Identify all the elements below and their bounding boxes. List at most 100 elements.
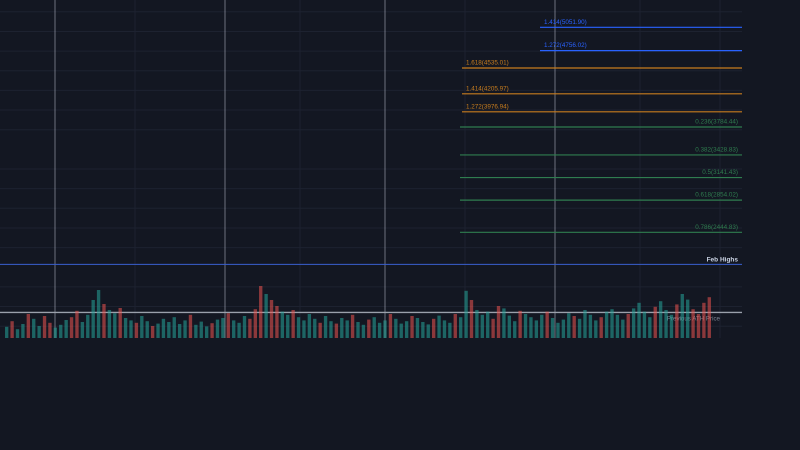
volume-bar — [491, 318, 495, 338]
volume-bar — [253, 309, 257, 338]
volume-bar — [123, 318, 128, 338]
volume-bar — [496, 306, 501, 338]
volume-bar — [550, 318, 555, 338]
volume-bar — [42, 316, 47, 338]
volume-bar — [275, 306, 279, 338]
volume-bar — [631, 308, 636, 338]
volume-bar — [156, 323, 160, 338]
volume-bar — [475, 310, 479, 338]
volume-bar — [594, 320, 598, 338]
volume-bar — [637, 302, 641, 338]
volume-bar — [615, 314, 620, 338]
volume-bar — [669, 314, 674, 338]
volume-bar — [5, 326, 9, 338]
fib-level-label: 1.414(4205.97) — [466, 85, 509, 92]
volume-bar — [86, 314, 90, 338]
volume-bar — [264, 294, 268, 338]
volume-bar — [523, 314, 528, 338]
volume-bar — [604, 311, 609, 338]
volume-bar — [588, 314, 593, 338]
volume-bar — [437, 315, 441, 338]
fib-level-label: 1.414(5051.90) — [544, 19, 587, 26]
volume-bar — [545, 311, 549, 338]
volume-bar — [561, 319, 566, 338]
volume-bar — [567, 313, 571, 338]
volume-bar — [696, 314, 701, 338]
volume-bar — [626, 314, 630, 338]
volume-bar — [680, 294, 684, 338]
volume-bar — [204, 326, 209, 338]
volume-bar — [334, 323, 339, 338]
volume-bar — [242, 316, 247, 338]
volume-bar — [486, 311, 490, 338]
volume-bar — [340, 318, 344, 338]
volume-bar — [707, 297, 711, 338]
volume-bar — [383, 320, 387, 338]
volume-bar — [140, 316, 144, 338]
volume-bar — [91, 300, 95, 338]
volume-bar — [404, 321, 409, 338]
volume-bar — [686, 299, 690, 338]
volume-bar — [172, 317, 176, 338]
volume-bar — [318, 322, 322, 338]
volume-bar — [215, 319, 220, 338]
volume-bar — [583, 310, 587, 338]
volume-bar — [653, 306, 657, 338]
volume-bar — [610, 309, 614, 338]
volume-bar — [221, 318, 225, 338]
volume-bar — [15, 329, 20, 338]
volume-bars — [5, 286, 711, 338]
fib-level-label: 0.5(3141.43) — [702, 169, 738, 176]
volume-bar — [302, 320, 306, 338]
volume-bar — [572, 316, 576, 338]
volume-bar — [80, 322, 85, 338]
volume-bar — [367, 319, 371, 338]
volume-bar — [37, 326, 41, 338]
fib-level-label: 1.272(3976.94) — [466, 103, 509, 110]
volume-bar — [507, 315, 512, 338]
volume-bar — [75, 310, 79, 338]
volume-bar — [48, 322, 52, 338]
volume-bar — [307, 314, 312, 338]
volume-bar — [177, 324, 182, 338]
volume-bar — [232, 320, 236, 338]
volume-bar — [280, 311, 285, 338]
volume-bar — [442, 320, 447, 338]
volume-bar — [59, 324, 63, 338]
volume-bar — [296, 317, 301, 338]
volume-bar — [469, 300, 474, 338]
volume-bar — [107, 310, 112, 338]
volume-bar — [664, 310, 668, 338]
volume-bar — [599, 317, 603, 338]
volume-bar — [388, 314, 393, 338]
volume-bar — [658, 301, 663, 338]
volume-bar — [226, 313, 230, 338]
fib-level-label: 1.272(4756.02) — [544, 42, 587, 49]
volume-bar — [621, 319, 625, 338]
volume-bar — [113, 313, 117, 338]
volume-bar — [459, 317, 463, 338]
volume-bar — [248, 318, 252, 338]
volume-bar — [691, 309, 695, 338]
volume-bar — [145, 321, 149, 338]
volume-bar — [421, 322, 425, 338]
volume-bar — [372, 317, 376, 338]
volume-bar — [577, 318, 582, 338]
fib-level-label: 0.236(3784.44) — [695, 118, 738, 125]
volume-bar — [161, 318, 166, 338]
fibonacci-levels[interactable]: 1.414(5051.90) 1.272(4756.02) 1.618(4535.0… — [460, 19, 742, 233]
volume-bar — [26, 314, 30, 338]
volume-bar — [540, 314, 544, 338]
volume-bar — [350, 314, 355, 338]
volume-bar — [394, 318, 398, 338]
volume-bar — [237, 322, 241, 338]
volume-bar — [356, 322, 360, 338]
volume-bar — [464, 290, 468, 338]
volume-bar — [534, 320, 539, 338]
volume-bar — [188, 314, 193, 338]
volume-bar — [502, 308, 506, 338]
volume-bar — [323, 316, 328, 338]
